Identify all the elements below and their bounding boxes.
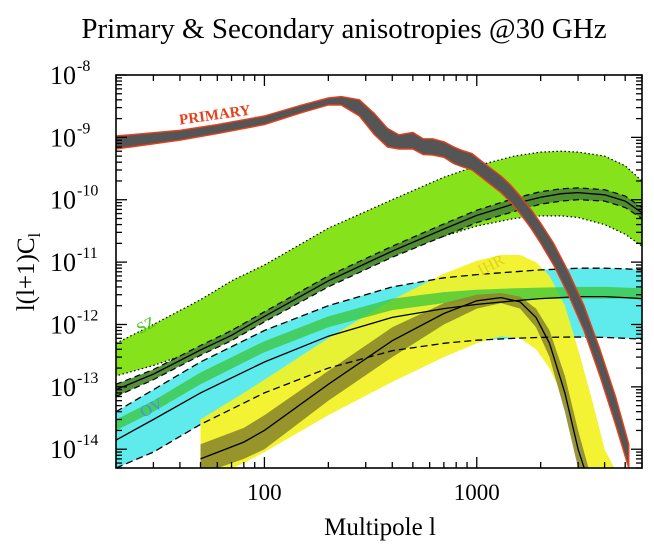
y-axis-label-subscript: l — [25, 232, 44, 237]
y-axis-label: l(l+1)Cl — [13, 232, 44, 311]
y-tick-label: 10 — [50, 61, 76, 90]
annotation-sz: SZ — [134, 314, 158, 338]
ov-lower-line — [116, 336, 642, 468]
sz-inner-lower-line — [116, 199, 642, 398]
sz-inner-upper-line — [116, 187, 642, 385]
y-tick-label: 10 — [50, 435, 76, 464]
x-tick-label: 1000 — [454, 480, 500, 505]
ihr-mid-line — [200, 296, 585, 468]
y-tick-label: 10 — [50, 248, 76, 277]
y-tick-label: 10 — [50, 123, 76, 152]
x-axis-label: Multipole l — [324, 514, 436, 541]
svg-text:l(l+1)Cl: l(l+1)Cl — [13, 232, 44, 311]
y-tick-label: 10 — [50, 373, 76, 402]
chart-title: Primary & Secondary anisotropies @30 GHz — [81, 13, 606, 45]
ihr-inner-band — [200, 293, 589, 468]
y-tick-exponent: -10 — [77, 183, 98, 200]
y-tick-exponent: -9 — [77, 120, 90, 137]
y-tick-label: 10 — [50, 186, 76, 215]
y-tick-exponent: -14 — [77, 432, 98, 449]
x-tick-label: 100 — [247, 480, 282, 505]
y-tick-exponent: -11 — [77, 245, 98, 262]
sz-mid-line — [116, 191, 642, 391]
y-axis-label-main: l(l+1)C — [13, 237, 40, 311]
series-layer — [116, 95, 642, 468]
y-tick-exponent: -13 — [77, 370, 98, 387]
primary-band — [116, 95, 630, 468]
y-tick-exponent: -8 — [77, 58, 90, 75]
y-tick-label: 10 — [50, 310, 76, 339]
y-tick-exponent: -12 — [77, 307, 98, 324]
